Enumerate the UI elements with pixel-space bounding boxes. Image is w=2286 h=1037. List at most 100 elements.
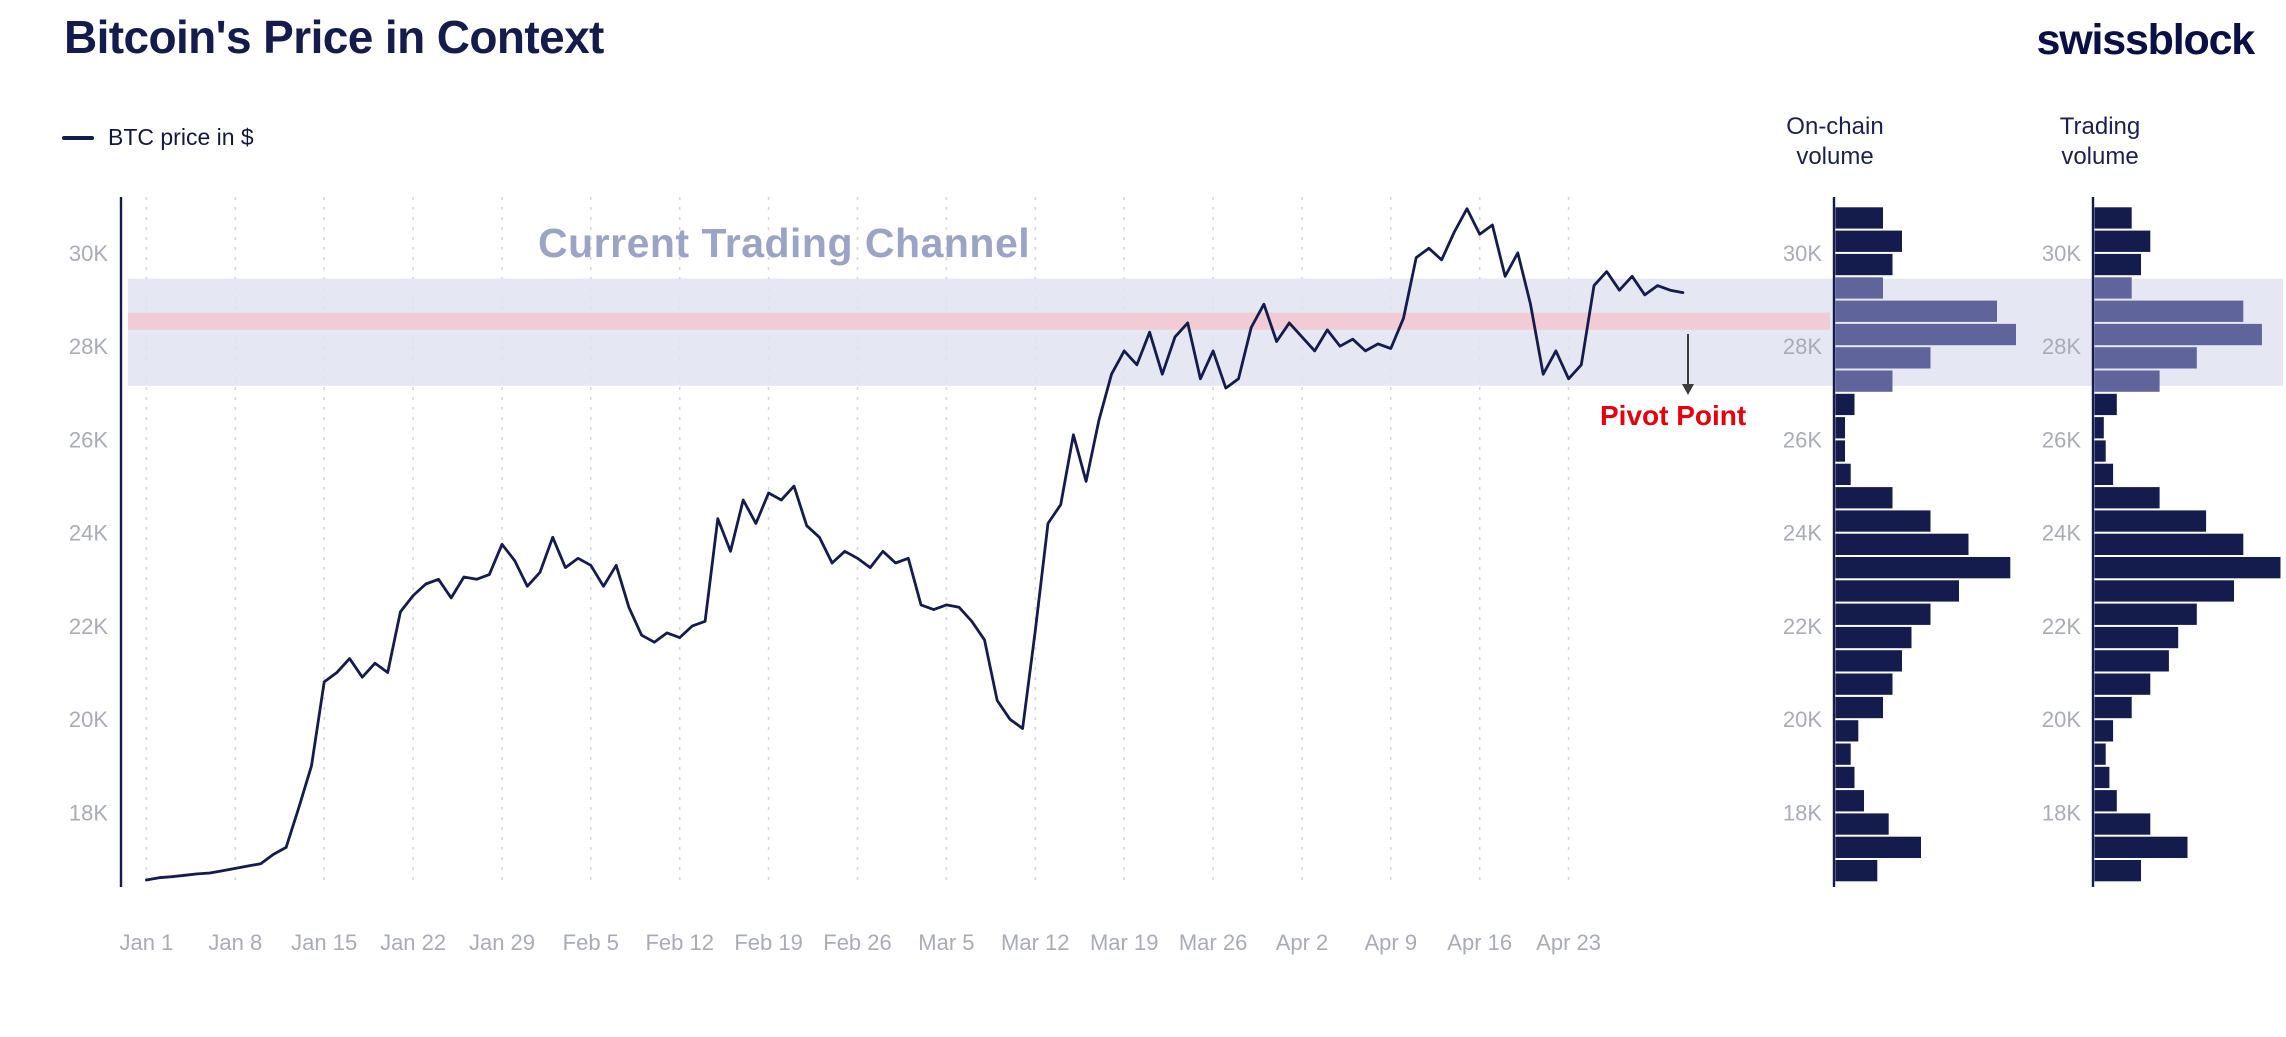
date-x-tick-label: Apr 2 — [1276, 930, 1329, 955]
onchain-title-line2: volume — [1796, 143, 1874, 170]
date-x-tick-label: Jan 15 — [291, 930, 357, 955]
onchain-volume-bar — [1835, 557, 2011, 579]
trading-volume-bar — [2094, 370, 2160, 392]
trading-volume-bar — [2094, 720, 2114, 742]
onchain-y-tick-label: 22K — [1783, 614, 1822, 639]
trading-y-tick-label: 28K — [2042, 334, 2081, 359]
onchain-volume-bar — [1835, 440, 1845, 462]
price-y-tick-label: 22K — [69, 614, 108, 639]
trading-volume-bar — [2094, 463, 2114, 485]
onchain-volume-bar — [1835, 603, 1931, 625]
pivot-point-band — [128, 312, 1830, 330]
trading-y-tick-label: 22K — [2042, 614, 2081, 639]
legend-line-swatch — [62, 135, 94, 140]
btc-price-line — [145, 207, 1685, 882]
trading-volume-bar — [2094, 696, 2132, 719]
onchain-volume-bar — [1835, 510, 1931, 532]
onchain-volume-bar — [1835, 487, 1893, 509]
onchain-y-tick-label: 18K — [1783, 800, 1822, 825]
onchain-volume-bar — [1835, 580, 1959, 602]
trading-volume-bar — [2094, 557, 2281, 579]
trading-volume-bar — [2094, 650, 2169, 672]
trading-title-line2: volume — [2061, 143, 2139, 170]
onchain-volume-bar — [1835, 463, 1851, 485]
trading-volume-bar — [2094, 393, 2117, 416]
onchain-volume-bar — [1835, 673, 1893, 695]
trading-volume-bar — [2094, 347, 2197, 369]
onchain-volume-bar — [1835, 370, 1893, 392]
trading-volume-bar — [2094, 510, 2207, 532]
onchain-volume-bar — [1835, 766, 1855, 789]
onchain-volume-bar — [1835, 393, 1855, 416]
date-x-tick-label: Apr 23 — [1536, 930, 1601, 955]
onchain-volume-bar — [1835, 650, 1902, 672]
onchain-volume-bar — [1835, 230, 1902, 252]
onchain-volume-bar — [1835, 533, 1969, 555]
onchain-volume-bar — [1835, 626, 1912, 649]
onchain-title-line1: On-chain — [1786, 113, 1884, 140]
trading-volume-bar — [2094, 277, 2132, 299]
trading-volume-bar — [2094, 207, 2132, 229]
onchain-volume-bar — [1835, 417, 1845, 439]
trading-volume-bar — [2094, 603, 2197, 625]
trading-volume-bar — [2094, 487, 2160, 509]
onchain-volume-bar — [1835, 300, 1997, 322]
trading-y-tick-label: 20K — [2042, 707, 2081, 732]
date-x-tick-label: Jan 22 — [380, 930, 446, 955]
trading-volume-bar — [2094, 533, 2244, 555]
trading-volume-bar — [2094, 860, 2141, 882]
trading-volume-bar — [2094, 253, 2141, 276]
onchain-volume-bar — [1835, 743, 1851, 765]
price-y-tick-label: 20K — [69, 707, 108, 732]
trading-volume-bar — [2094, 230, 2151, 252]
date-x-tick-label: Feb 19 — [734, 930, 803, 955]
price-y-tick-label: 18K — [69, 800, 108, 825]
onchain-y-tick-label: 24K — [1783, 521, 1822, 546]
trading-volume-bar — [2094, 323, 2262, 346]
pivot-arrow-head — [1682, 384, 1694, 395]
onchain-y-tick-label: 26K — [1783, 427, 1822, 452]
date-x-tick-label: Feb 12 — [645, 930, 714, 955]
onchain-volume-bar — [1835, 207, 1883, 229]
onchain-volume-bar — [1835, 720, 1859, 742]
onchain-y-tick-label: 30K — [1783, 241, 1822, 266]
onchain-volume-bar — [1835, 836, 1921, 858]
onchain-volume-bar — [1835, 790, 1864, 812]
date-x-tick-label: Mar 26 — [1179, 930, 1247, 955]
onchain-volume-bar — [1835, 347, 1931, 369]
onchain-volume-bar — [1835, 813, 1889, 835]
trading-y-tick-label: 18K — [2042, 800, 2081, 825]
trading-volume-bar — [2094, 836, 2188, 858]
trading-volume-bar — [2094, 813, 2151, 835]
trading-volume-bar — [2094, 626, 2179, 649]
trading-title-line1: Trading — [2059, 113, 2141, 140]
page-title: Bitcoin's Price in Context — [64, 11, 604, 63]
date-x-tick-label: Feb 5 — [563, 930, 619, 955]
date-x-tick-label: Feb 26 — [823, 930, 892, 955]
swissblock-logo: swissblock — [2036, 16, 2256, 64]
legend: BTC price in $ — [62, 124, 254, 151]
onchain-y-tick-label: 28K — [1783, 334, 1822, 359]
onchain-volume-bar — [1835, 253, 1893, 276]
onchain-y-tick-label: 20K — [1783, 707, 1822, 732]
date-x-tick-label: Mar 12 — [1001, 930, 1069, 955]
date-x-tick-label: Apr 16 — [1447, 930, 1512, 955]
trading-volume-bar — [2094, 743, 2106, 765]
price-y-tick-label: 26K — [69, 427, 108, 452]
trading-y-tick-label: 24K — [2042, 521, 2081, 546]
onchain-volume-bar — [1835, 323, 2016, 346]
date-x-tick-label: Mar 5 — [918, 930, 974, 955]
price-y-tick-label: 24K — [69, 521, 108, 546]
onchain-volume-title: On-chain volume — [1705, 112, 1965, 172]
pivot-point-label: Pivot Point — [1600, 400, 1747, 431]
trading-volume-bar — [2094, 300, 2244, 322]
price-y-tick-label: 30K — [69, 241, 108, 266]
date-x-tick-label: Apr 9 — [1365, 930, 1418, 955]
trading-volume-bar — [2094, 440, 2106, 462]
trading-volume-bar — [2094, 417, 2104, 439]
trading-volume-bar — [2094, 790, 2117, 812]
trading-y-tick-label: 30K — [2042, 241, 2081, 266]
trading-volume-bar — [2094, 580, 2234, 602]
